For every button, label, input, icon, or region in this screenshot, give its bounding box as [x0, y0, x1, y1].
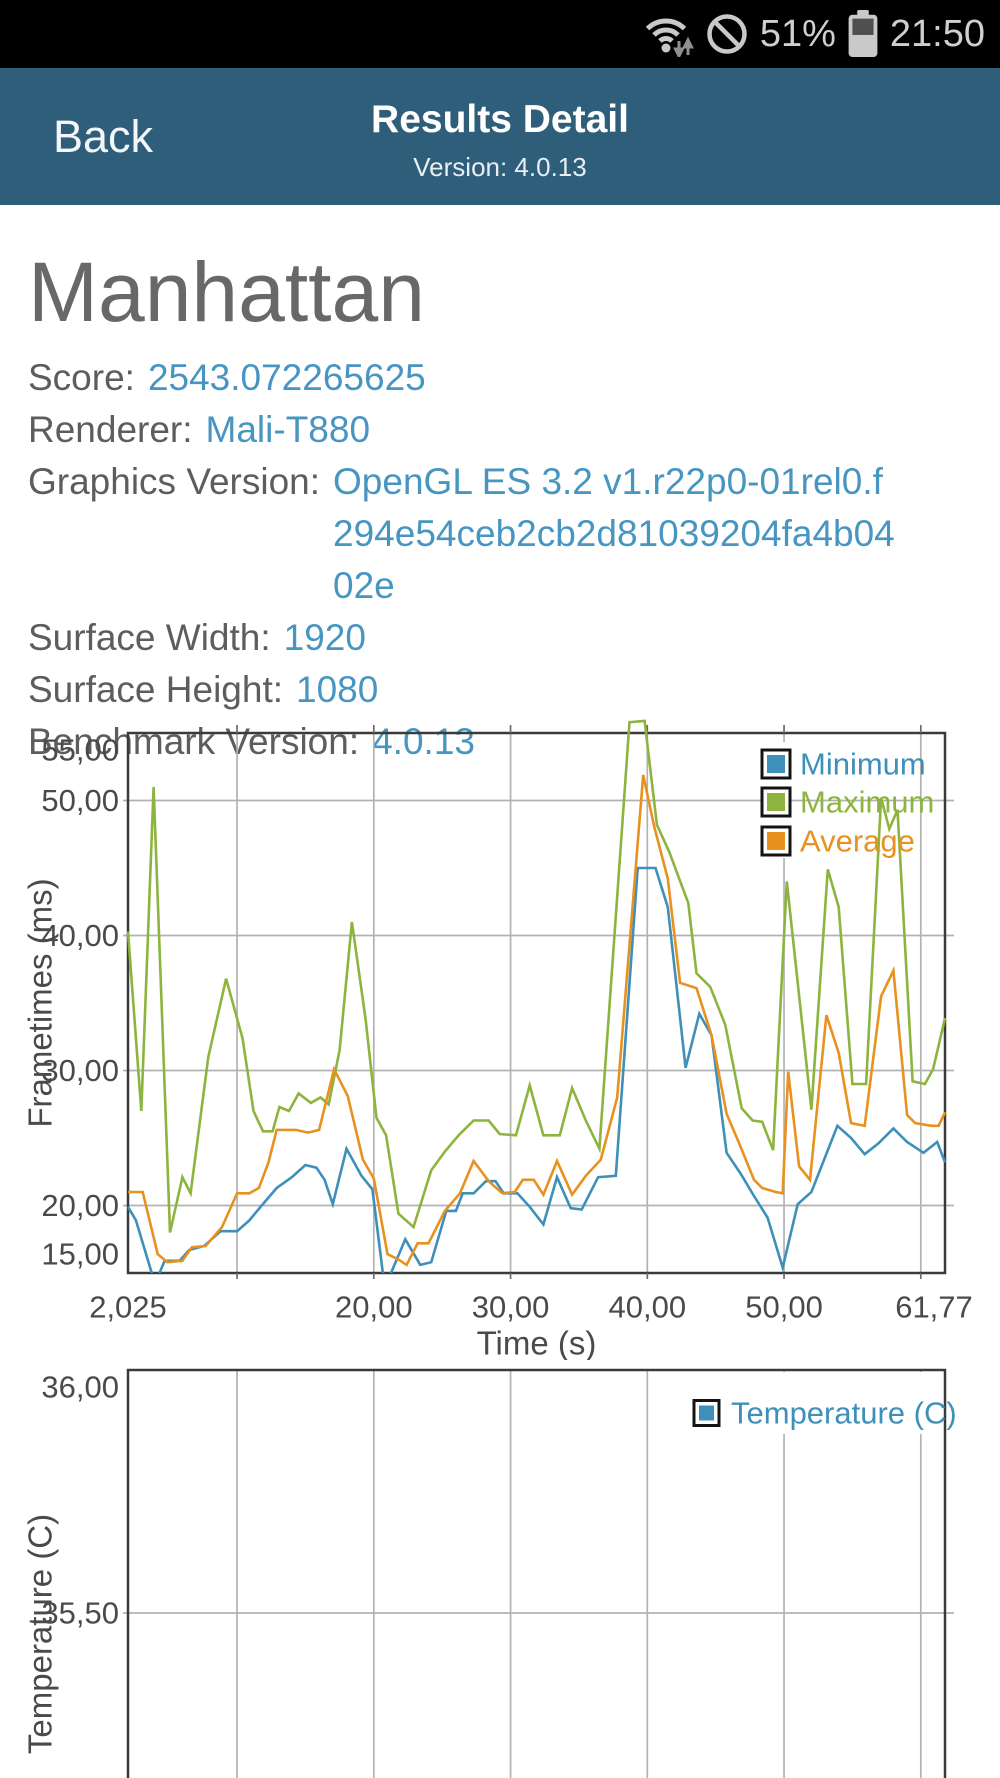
x-axis-title: Time (s)	[477, 1325, 597, 1361]
do-not-disturb-icon	[707, 14, 747, 54]
score-row: Score: 2543.072265625	[28, 352, 980, 404]
legend-label: Average	[800, 824, 915, 859]
field-label: Surface Width:	[28, 617, 271, 658]
legend-background	[686, 1372, 941, 1434]
y-axis-tick-label: 40,00	[41, 918, 119, 953]
benchmark-name: Manhattan	[28, 245, 425, 339]
series-line-maximum	[126, 719, 947, 1233]
plot-frame	[126, 731, 947, 1275]
battery-percent: 51%	[759, 13, 836, 55]
x-axis-tick-label: 50,00	[745, 1290, 823, 1325]
x-axis-tick-label: 30,00	[472, 1290, 550, 1325]
field-label: Renderer:	[28, 409, 193, 450]
field-value: 1080	[296, 669, 379, 710]
field-value: 2543.072265625	[147, 357, 426, 398]
legend-label: Minimum	[800, 747, 926, 782]
legend-swatch-fill	[767, 755, 785, 773]
field-value: 4.0.13	[372, 721, 475, 762]
y-axis-tick-label: 55,00	[41, 733, 119, 768]
series-line-average	[128, 774, 947, 1267]
y-axis-tick-label: 35,50	[41, 1596, 119, 1631]
field-value: OpenGL ES 3.2 v1.r22p0-01rel0.f294e54ceb…	[333, 461, 895, 606]
app-header: Back Results Detail Version: 4.0.13	[0, 68, 1000, 205]
x-axis-tick-label: 2,025	[89, 1290, 167, 1325]
legend-swatch-fill	[767, 832, 785, 850]
legend-label: Temperature (C)	[731, 1396, 957, 1431]
result-info: Manhattan Score: 2543.072265625 Renderer…	[28, 205, 980, 768]
field-label: Surface Height:	[28, 669, 284, 710]
page-title: Results Detail	[371, 98, 629, 141]
back-button[interactable]: Back	[53, 110, 154, 162]
result-fields: Score: 2543.072265625 Renderer: Mali-T88…	[28, 352, 980, 768]
x-axis-tick-label: 40,00	[609, 1290, 687, 1325]
plot-frame	[126, 1368, 947, 1778]
field-label: Graphics Version:	[28, 461, 321, 502]
legend-swatch-fill	[767, 793, 785, 811]
graphics-version-row: Graphics Version: OpenGL ES 3.2 v1.r22p0…	[28, 456, 980, 612]
renderer-row: Renderer: Mali-T880	[28, 404, 980, 456]
y-axis-tick-label: 15,00	[41, 1237, 119, 1272]
x-axis-tick-label: 20,00	[335, 1290, 413, 1325]
field-label: Score:	[28, 357, 135, 398]
y-axis-tick-label: 36,00	[41, 1370, 119, 1405]
y-axis-tick-label: 20,00	[41, 1188, 119, 1223]
status-bar: 51% 21:50	[0, 0, 1000, 68]
y-axis-tick-label: 30,00	[41, 1053, 119, 1088]
clock: 21:50	[889, 13, 985, 55]
y-axis-tick-label: 50,00	[41, 783, 119, 818]
x-axis-tick-label: 61,77	[895, 1290, 973, 1325]
legend-label: Maximum	[800, 785, 934, 820]
field-value: 1920	[283, 617, 366, 658]
battery-icon	[848, 10, 878, 58]
benchmark-version-row: Benchmark Version: 4.0.13	[28, 716, 980, 768]
surface-height-row: Surface Height: 1080	[28, 664, 980, 716]
field-value: Mali-T880	[205, 409, 371, 450]
y-axis-title: Frametimes (ms)	[22, 878, 59, 1127]
y-axis-title: Temperature (C)	[22, 1514, 59, 1754]
field-label: Benchmark Version:	[28, 721, 360, 762]
app-version: Version: 4.0.13	[413, 152, 587, 182]
surface-width-row: Surface Width: 1920	[28, 612, 980, 664]
wifi-icon	[645, 18, 694, 57]
legend-swatch-fill	[699, 1405, 714, 1421]
